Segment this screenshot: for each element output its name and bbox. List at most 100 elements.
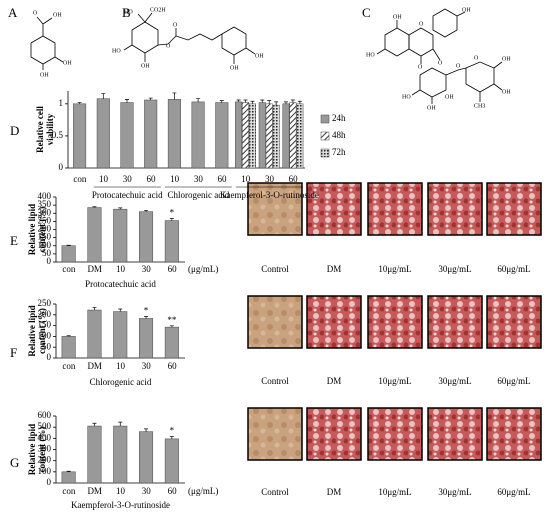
y-tick-label: 500 [38,421,52,431]
atom-label: OH [445,94,454,100]
significance: * [170,208,175,218]
x-tick-label: DM [87,264,102,274]
atom-label: OH [462,7,471,13]
error-bar [66,335,71,337]
bar [258,102,266,169]
micrograph-label: 60μg/mL [497,487,530,497]
atom-label: HO [112,48,121,54]
y-tick-label: 100 [38,330,52,340]
y-tick-label: 0 [47,256,52,266]
atom-label: OH [255,53,264,59]
micrograph [247,295,303,349]
y-axis-label: Relative cellviability [35,106,55,153]
micrographs: Control DM 10μg/mL 30μg/mL 60μg/mL Control DM 1… [247,182,542,497]
error-bar [66,470,71,472]
x-tick-label: 10 [241,174,251,184]
atom-label: HO [402,94,411,100]
micrograph-label: Control [261,264,289,274]
error-bar [172,92,177,100]
y-tick-label: 200 [38,455,52,465]
x-tick-label: 30 [142,264,152,274]
x-tick-label: 10 [116,361,126,371]
legend-label: 48h [332,130,346,140]
error-bar [118,308,123,312]
error-bar [118,421,123,427]
atom-label: OH [427,105,436,111]
error-bar [169,436,174,439]
y-tick-label: 400 [38,191,52,201]
group-label: Protocatechuic acid [92,190,163,200]
bar [139,211,154,263]
bar [235,101,243,169]
x-tick-label: 60 [168,361,178,371]
atom-label: O [173,22,178,28]
y-tick-label: 300 [38,207,52,217]
y-tick-label: 1 [59,98,64,108]
y-tick-label: 150 [38,232,52,242]
micrograph-label: 30μg/mL [438,487,471,497]
error-bar [236,99,241,102]
bar [96,98,110,169]
micrograph [486,182,542,236]
micrograph-label: 10μg/mL [378,376,411,386]
significance: ** [167,315,177,325]
bar [248,103,256,169]
atom-label: O [456,63,461,69]
error-bar [267,100,272,104]
error-bar [92,422,97,427]
atom-label: O [166,43,171,49]
panel-label: C [362,5,371,20]
x-tick-label: 60 [168,486,178,496]
micrograph [427,407,483,461]
bar [167,99,181,169]
error-bar [250,100,255,104]
y-tick-label: 350 [38,199,52,209]
micrograph [427,295,483,349]
x-tick-label: 60 [146,174,156,184]
atom-label: OH [502,56,511,62]
bar [113,311,128,359]
x-tick-label: con [62,361,75,371]
bar [191,101,205,169]
micrograph [247,407,303,461]
y-axis-label: Relative lipidcontent (%) [27,305,47,356]
atom-label: OH [53,12,62,18]
bar [164,220,179,263]
y-tick-label: 150 [38,320,52,330]
micrograph-label: 30μg/mL [438,264,471,274]
bar [61,245,76,263]
bar [215,102,229,169]
structure-a: O OH OH OH [30,10,72,78]
panel-label: G [10,455,19,470]
x-axis-label: Protocatechuic acid [85,279,156,289]
bar [272,104,280,169]
micrograph-label: 10μg/mL [378,487,411,497]
bar [113,208,128,263]
y-tick-label: 0 [47,477,52,487]
atom-label: O [438,60,443,66]
error-bar [144,428,149,432]
atom-label: HO [124,9,133,15]
error-bar [92,307,97,311]
x-axis-label: Chlorogenic acid [90,377,152,387]
x-tick-label: con [62,264,75,274]
atom-label: O [33,10,38,16]
bar [289,102,297,169]
y-axis-label: Relative lipidcontent (%) [27,204,47,255]
atom-label: OH [502,89,511,95]
x-tick-label: 10 [116,486,126,496]
micrograph-label: DM [327,264,342,274]
y-axis-label: Relative lipidcontent (%) [27,424,47,475]
error-bar [77,102,82,104]
x-tick-label: 10 [170,174,180,184]
structure-b: HO CO2H HO OH O O OH OH [112,7,264,71]
x-tick-label: con [73,174,86,184]
x-tick-label: 30 [142,361,152,371]
x-tick-label: 30 [142,486,152,496]
atom-label: OH [393,14,402,20]
x-tick-label: 30 [265,174,275,184]
bar [87,309,102,359]
group-label: Chlorogenic acid [167,190,229,200]
micrograph-label: 10μg/mL [378,264,411,274]
chart: 0 0.5 1 Relative cellviability con 10 30 60 10 30… [35,91,346,200]
